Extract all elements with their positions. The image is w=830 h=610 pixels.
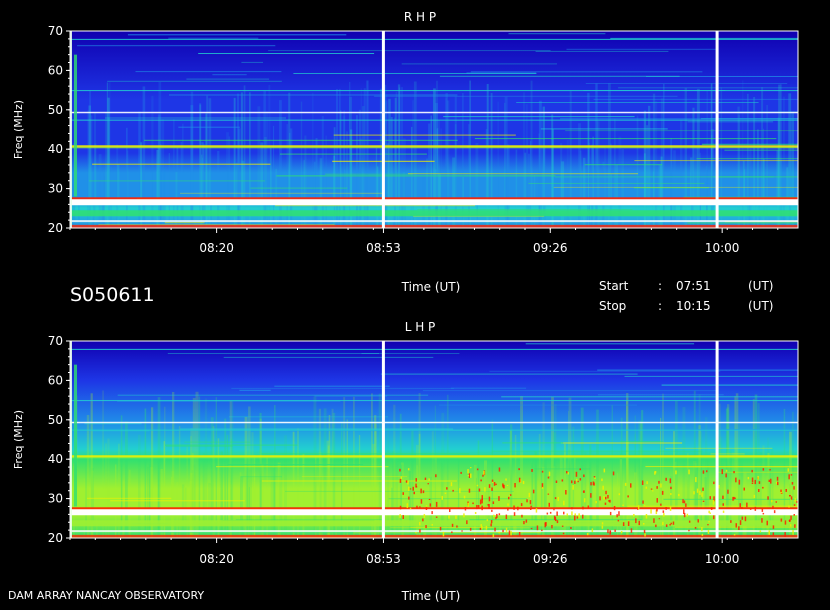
y-tick-label: 60 — [48, 373, 63, 387]
spectrogram-panel-rhp: R H P 20 30 40 50 60 70 Freq (MHz) 08:20 08:53 09:… — [12, 10, 799, 294]
x-axis-label: Time (UT) — [401, 280, 461, 294]
dataset-id: S050611 — [70, 284, 155, 306]
start-colon: : — [658, 279, 663, 293]
start-label: Start — [599, 279, 629, 293]
stop-colon: : — [658, 299, 663, 313]
data-gap-line — [715, 341, 719, 538]
stop-unit: (UT) — [748, 299, 774, 313]
spectrogram-image — [70, 31, 798, 228]
y-axis-label: Freq (MHz) — [12, 100, 25, 159]
x-axis-label: Time (UT) — [401, 589, 461, 603]
data-gap-line — [381, 341, 385, 538]
x-tick-label: 08:20 — [199, 241, 234, 255]
panel-title: L H P — [405, 320, 436, 334]
plot-frame — [69, 340, 799, 539]
x-tick-label: 10:00 — [705, 241, 740, 255]
y-tick-label: 30 — [48, 182, 63, 196]
y-tick-label: 40 — [48, 452, 63, 466]
x-tick-label: 09:26 — [533, 552, 568, 566]
plot-frame — [69, 30, 799, 229]
y-tick-label: 70 — [48, 24, 63, 38]
spectrogram-panel-lhp: L H P 20 30 40 50 60 70 Freq (MHz) 08:20 08:53 09:… — [12, 320, 799, 603]
start-time: 07:51 — [676, 279, 711, 293]
spectrogram-image — [70, 341, 798, 538]
x-tick-label: 10:00 — [705, 552, 740, 566]
y-tick-label: 70 — [48, 334, 63, 348]
footer-observatory: DAM ARRAY NANCAY OBSERVATORY — [8, 589, 205, 602]
y-tick-label: 40 — [48, 142, 63, 156]
y-tick-label: 50 — [48, 413, 63, 427]
stop-time: 10:15 — [676, 299, 711, 313]
stop-label: Stop — [599, 299, 627, 313]
data-gap-line — [715, 31, 719, 228]
x-tick-label: 08:53 — [366, 552, 401, 566]
y-tick-label: 20 — [48, 531, 63, 545]
y-tick-label: 50 — [48, 103, 63, 117]
x-tick-label: 08:53 — [366, 241, 401, 255]
start-unit: (UT) — [748, 279, 774, 293]
x-tick-label: 08:20 — [199, 552, 234, 566]
data-gap-line — [381, 31, 385, 228]
y-axis-label: Freq (MHz) — [12, 410, 25, 469]
y-tick-label: 30 — [48, 492, 63, 506]
y-tick-label: 60 — [48, 63, 63, 77]
x-tick-label: 09:26 — [533, 241, 568, 255]
panel-title: R H P — [404, 10, 436, 24]
y-tick-label: 20 — [48, 221, 63, 235]
